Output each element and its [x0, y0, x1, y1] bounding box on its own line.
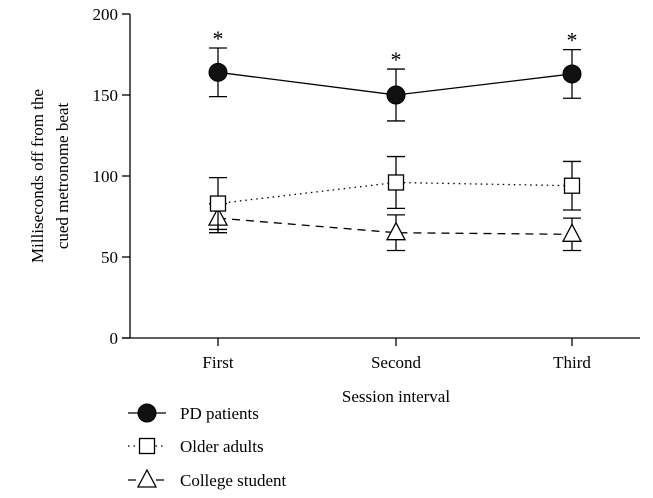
data-point [209, 195, 227, 212]
series-layer: * * * [207, 26, 583, 252]
y-tick-label: 100 [93, 167, 119, 186]
series-line [217, 217, 573, 235]
series-college-student [207, 202, 583, 252]
legend-marker [137, 403, 157, 423]
data-point [208, 62, 228, 82]
significance-marker: * [391, 47, 402, 72]
significance-marker: * [213, 26, 224, 51]
x-tick-label: First [202, 353, 233, 372]
legend-label: Older adults [180, 437, 264, 456]
data-point [386, 85, 406, 105]
series-older-adults [209, 155, 581, 231]
legend-item: College student [128, 468, 287, 490]
series-pd-patients: * * * [208, 26, 582, 122]
axes: 0 50 100 150 200 First Second Third [93, 5, 640, 372]
y-axis-title-line-2: cued metronome beat [53, 103, 72, 250]
data-point [562, 64, 582, 84]
legend-marker [136, 468, 158, 488]
legend-item: Older adults [128, 437, 264, 456]
data-point [387, 174, 405, 191]
y-tick-label: 150 [93, 86, 119, 105]
legend-marker [138, 437, 156, 455]
legend-item: PD patients [128, 403, 259, 423]
x-tick-label: Third [553, 353, 591, 372]
y-axis-title-line-1: Milliseconds off from the [28, 89, 47, 263]
y-tick-label: 200 [93, 5, 119, 24]
legend-label: College student [180, 471, 287, 490]
y-tick-label: 50 [101, 248, 118, 267]
labels-layer: Session interval Milliseconds off from t… [28, 89, 450, 406]
data-point [385, 221, 407, 241]
significance-marker: * [567, 28, 578, 53]
y-tick-label: 0 [110, 329, 119, 348]
legend: PD patients Older adults College student [128, 403, 287, 490]
x-axis-title: Session interval [342, 387, 450, 406]
data-point [561, 222, 583, 242]
data-point [563, 177, 581, 194]
x-tick-label: Second [371, 353, 422, 372]
legend-label: PD patients [180, 404, 259, 423]
